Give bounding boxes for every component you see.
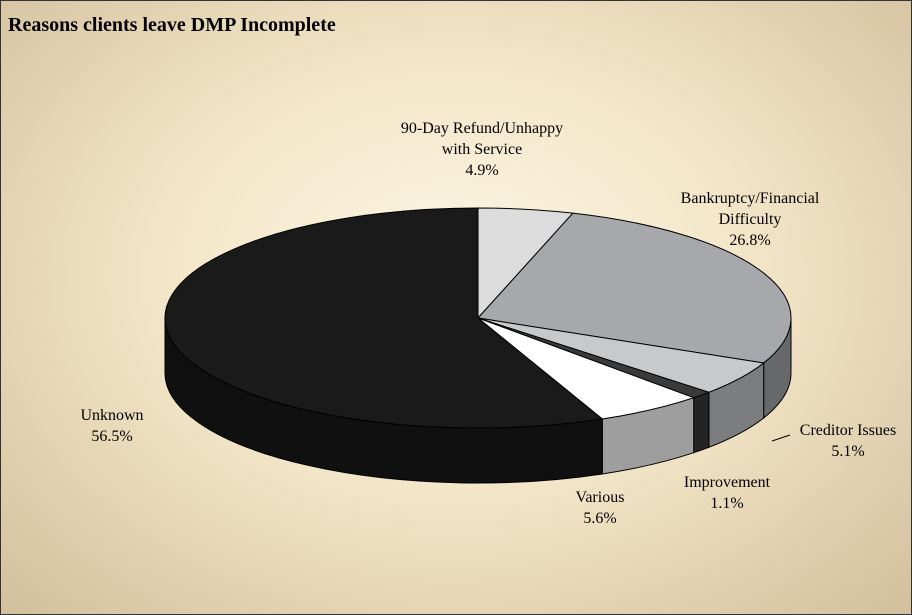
slice-value: 26.8% bbox=[729, 232, 771, 249]
slice-value: 5.1% bbox=[831, 443, 865, 460]
leader-line bbox=[771, 434, 791, 442]
slice-label: Bankruptcy/Financial Difficulty 26.8% bbox=[655, 188, 845, 251]
slice-side bbox=[693, 391, 710, 454]
slice bbox=[164, 207, 604, 429]
slice-category: Unknown bbox=[80, 407, 144, 424]
slice-category: Bankruptcy/Financial Difficulty bbox=[680, 190, 820, 228]
slice bbox=[477, 212, 792, 364]
chart-title: Reasons clients leave DMP Incomplete bbox=[8, 14, 336, 36]
slice-category: Various bbox=[575, 489, 625, 506]
slice-value: 5.6% bbox=[583, 510, 617, 527]
slice-category: 90-Day Refund/Unhappy with Service bbox=[400, 120, 564, 158]
slice-category: Improvement bbox=[683, 474, 771, 491]
slice-value: 56.5% bbox=[91, 428, 133, 445]
slice-category: Creditor Issues bbox=[799, 422, 897, 439]
slice-label: Various 5.6% bbox=[550, 487, 650, 529]
slice-label: Unknown 56.5% bbox=[52, 405, 172, 447]
slice-value: 4.9% bbox=[465, 162, 499, 179]
slice-label: Improvement 1.1% bbox=[662, 472, 792, 514]
slice-label: Creditor Issues 5.1% bbox=[783, 420, 912, 462]
slice-label: 90-Day Refund/Unhappy with Service 4.9% bbox=[397, 118, 567, 181]
slice-value: 1.1% bbox=[710, 495, 744, 512]
